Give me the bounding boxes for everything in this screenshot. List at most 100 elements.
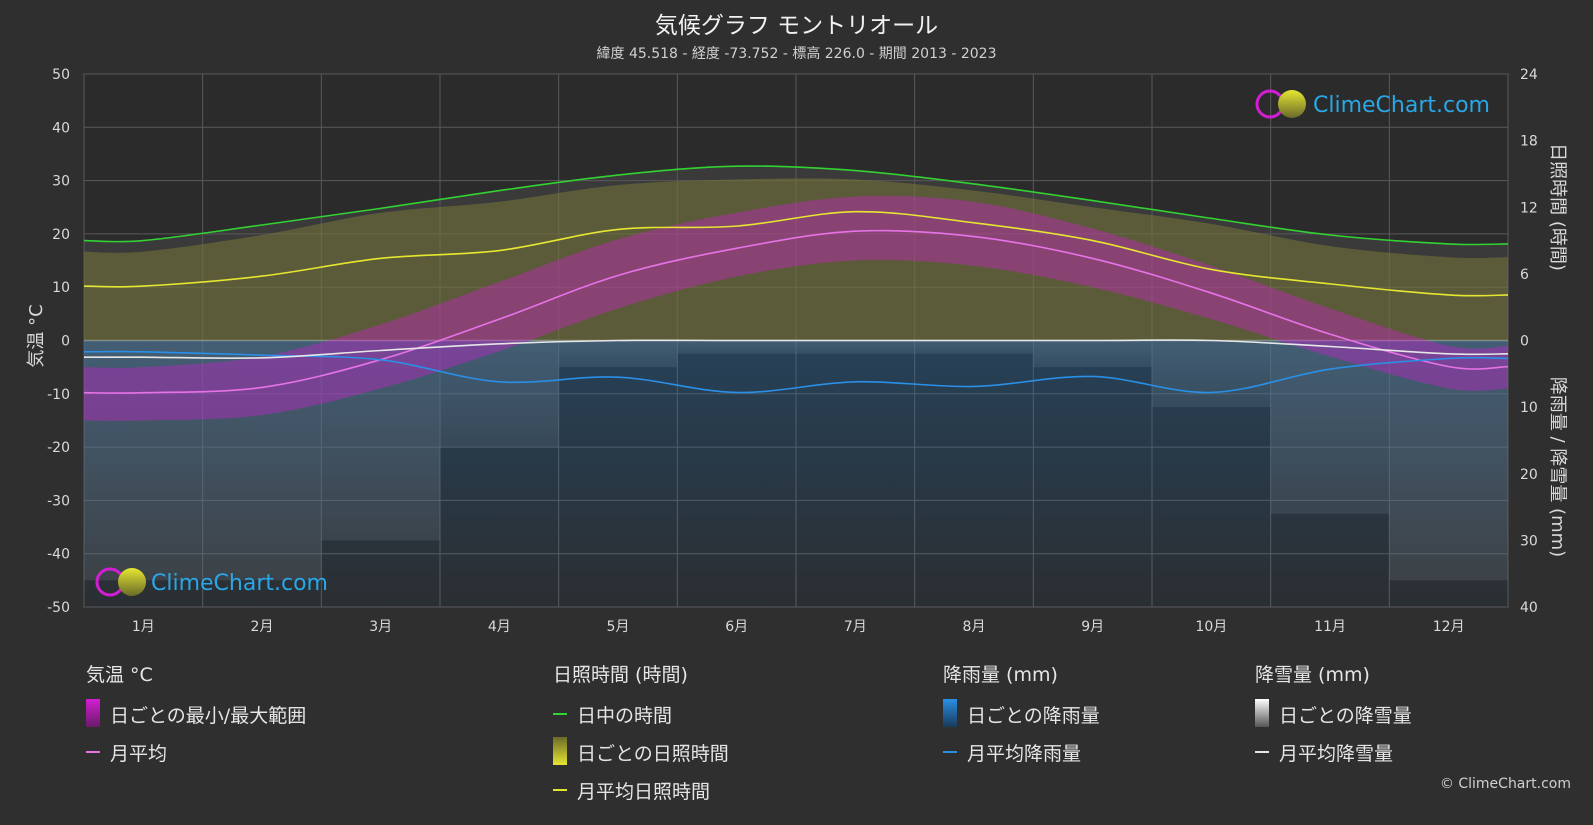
- legend-swatch: [553, 789, 567, 791]
- legend-label: 月平均降雨量: [967, 743, 1082, 765]
- month-label: 7月: [844, 619, 867, 635]
- right-bottom-tick-label: 10: [1520, 400, 1538, 416]
- month-label: 10月: [1195, 619, 1227, 635]
- right-top-tick-label: 24: [1520, 67, 1538, 83]
- legend-label: 日ごとの最小/最大範囲: [110, 705, 307, 727]
- right-bottom-tick-label: 30: [1520, 533, 1538, 549]
- right-bottom-tick-label: 20: [1520, 467, 1538, 483]
- legend-item: 日中の時間: [553, 701, 729, 739]
- daily-sunshine-area: [84, 178, 1508, 341]
- month-label: 1月: [132, 619, 155, 635]
- left-tick-label: 40: [52, 120, 70, 136]
- legend-label: 月平均降雪量: [1279, 743, 1394, 765]
- left-tick-label: -10: [47, 387, 70, 403]
- legend-label: 月平均: [110, 743, 168, 765]
- daily-rain-band: [796, 340, 915, 607]
- left-axis-title: 気温 °C: [26, 304, 47, 367]
- legend-swatch: [943, 751, 957, 753]
- legend-swatch: [1255, 751, 1269, 753]
- legend-item: 日ごとの日照時間: [553, 737, 729, 777]
- legend-label: 月平均日照時間: [577, 781, 711, 803]
- legend-label: 日ごとの日照時間: [577, 743, 729, 765]
- left-tick-label: 10: [52, 280, 70, 296]
- legend-item: 日ごとの降雪量: [1255, 699, 1412, 739]
- logo-sun-icon: [1278, 90, 1306, 118]
- month-label: 9月: [1081, 619, 1104, 635]
- legend-title: 気温 °C: [86, 664, 153, 686]
- left-tick-label: -30: [47, 493, 70, 509]
- month-label: 11月: [1314, 619, 1346, 635]
- logo-text: ClimeChart.com: [151, 571, 328, 596]
- month-label: 5月: [607, 619, 630, 635]
- daily-rain-band: [677, 340, 796, 607]
- series-line: [83, 210, 1509, 297]
- right-axis-bottom-title: 降雨量 / 降雪量 (mm): [1547, 377, 1568, 557]
- legend-swatch: [553, 713, 567, 715]
- daily-rain-band: [1389, 340, 1508, 607]
- daily-rain-band: [558, 340, 678, 607]
- legend-item: 月平均降雪量: [1255, 739, 1412, 777]
- left-tick-label: 20: [52, 227, 70, 243]
- left-tick-label: -40: [47, 547, 70, 563]
- legend-title: 日照時間 (時間): [553, 664, 688, 686]
- logo-text: ClimeChart.com: [1313, 93, 1490, 118]
- chart-title: 気候グラフ モントリオール: [654, 13, 939, 39]
- range-areas: [84, 166, 1508, 607]
- logo-bottom-left: ClimeChart.com: [95, 567, 328, 597]
- series-lines: [83, 165, 1509, 394]
- legend-label: 日ごとの降雨量: [967, 705, 1100, 727]
- axis-ticks: 50 40 30 20 10 0 -10 -20 -30 -40 -50 24 18 12 6 0 10 20 30…: [47, 67, 1538, 616]
- right-bottom-tick-label: 40: [1520, 600, 1538, 616]
- series-line: [83, 339, 1509, 359]
- daily-rain-band: [914, 340, 1034, 607]
- legend-swatch: [943, 699, 957, 727]
- series-line: [83, 229, 1509, 394]
- logo-sun-icon: [118, 568, 146, 596]
- copyright: © ClimeChart.com: [1439, 776, 1571, 792]
- left-tick-label: -20: [47, 440, 70, 456]
- legend-swatch: [553, 737, 567, 765]
- month-label: 4月: [488, 619, 511, 635]
- daily-rain-band: [440, 340, 559, 607]
- legend-item: 日ごとの最小/最大範囲: [86, 699, 307, 739]
- legend-item: 月平均日照時間: [553, 777, 729, 815]
- daily-rain-band: [1270, 340, 1390, 607]
- legend-rain: 降雨量 (mm) 日ごとの降雨量 月平均降雨量: [943, 660, 1100, 777]
- legend-title: 降雪量 (mm): [1255, 664, 1370, 686]
- legend-label: 日中の時間: [577, 705, 673, 727]
- left-tick-label: 50: [52, 67, 70, 83]
- legend-sunshine: 日照時間 (時間) 日中の時間 日ごとの日照時間 月平均日照時間: [553, 660, 729, 815]
- right-axis-top-title: 日照時間 (時間): [1547, 143, 1568, 271]
- daily-rain-band: [321, 340, 440, 607]
- right-top-tick-label: 12: [1520, 200, 1538, 216]
- month-labels: 1月 2月 3月 4月 5月 6月 7月 8月 9月 10月 11月 12月: [132, 619, 1465, 635]
- legend-title: 降雨量 (mm): [943, 664, 1058, 686]
- right-top-tick-label: 6: [1520, 267, 1529, 283]
- daily-rain-band: [202, 340, 322, 607]
- month-label: 12月: [1433, 619, 1465, 635]
- left-tick-label: -50: [47, 600, 70, 616]
- legend-label: 日ごとの降雪量: [1279, 705, 1412, 727]
- legend-temperature: 気温 °C 日ごとの最小/最大範囲 月平均: [86, 660, 306, 777]
- month-label: 8月: [963, 619, 986, 635]
- legend-swatch: [86, 751, 100, 753]
- legend-item: 月平均: [86, 739, 306, 777]
- month-label: 3月: [369, 619, 392, 635]
- chart-subtitle: 緯度 45.518 - 経度 -73.752 - 標高 226.0 - 期間 2…: [596, 46, 997, 62]
- daily-rain-band: [1033, 340, 1152, 607]
- daily-temp-range-area: [84, 195, 1508, 421]
- legend-item: 日ごとの降雨量: [943, 699, 1100, 739]
- month-label: 2月: [251, 619, 274, 635]
- legend-item: 月平均降雨量: [943, 739, 1100, 777]
- daily-rain-band: [1152, 340, 1271, 607]
- legend-snow: 降雪量 (mm) 日ごとの降雪量 月平均降雪量: [1255, 660, 1412, 777]
- legend-swatch: [1255, 699, 1269, 727]
- month-label: 6月: [725, 619, 748, 635]
- right-top-tick-label: 0: [1520, 334, 1529, 350]
- daily-rain-band: [84, 340, 203, 607]
- left-tick-label: 30: [52, 174, 70, 190]
- climate-chart: 50 40 30 20 10 0 -10 -20 -30 -40 -50 24 18 12 6 0 10 20 30…: [26, 67, 1568, 635]
- left-tick-label: 0: [61, 334, 70, 350]
- right-top-tick-label: 18: [1520, 134, 1538, 150]
- logo-top-right: ClimeChart.com: [1255, 89, 1490, 119]
